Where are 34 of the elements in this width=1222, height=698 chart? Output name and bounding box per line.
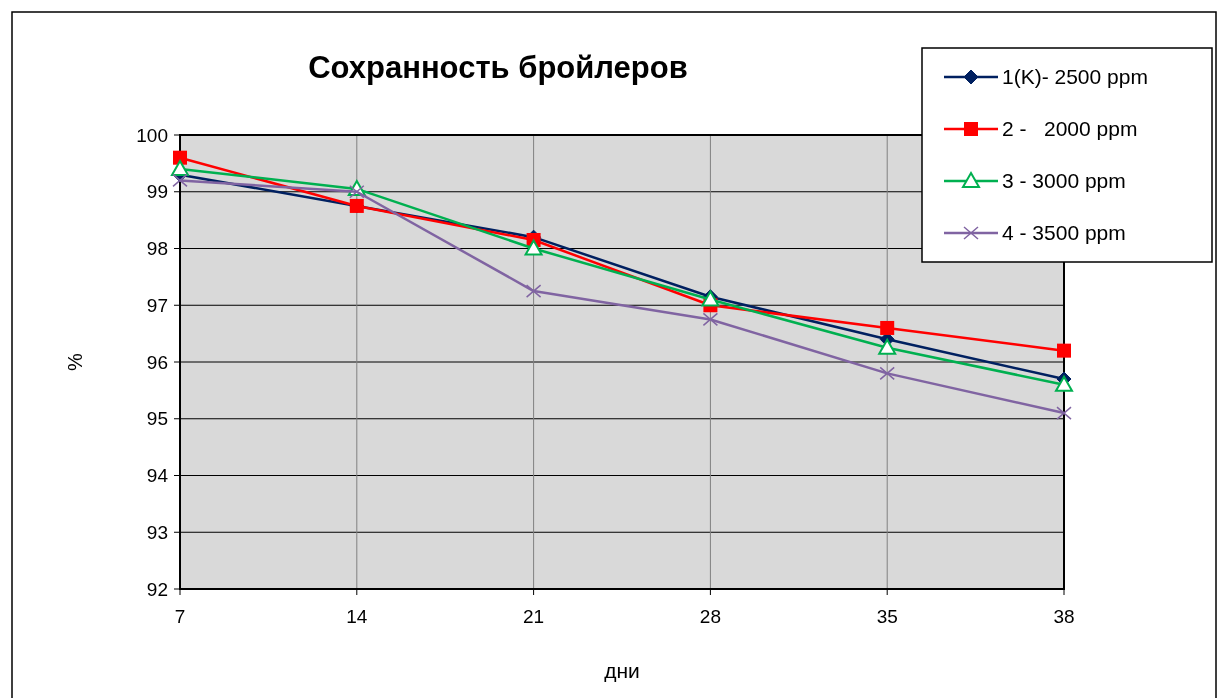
y-tick-label: 100 [136,124,168,146]
y-tick-label: 98 [146,238,168,260]
point [525,284,542,298]
x-axis-title: дни [604,659,640,682]
point [171,160,189,177]
legend-label: 1(K)- 2500 ppm [1002,65,1148,89]
point [880,320,895,335]
x-tick-label: 35 [876,606,898,627]
point [878,338,897,355]
point [1055,375,1073,392]
x-tick-label: 14 [346,606,368,627]
point [524,239,543,256]
point [172,173,188,188]
x-tick-label: 7 [174,606,186,627]
y-tick-label: 96 [146,351,168,373]
y-tick-label: 99 [146,181,168,203]
y-axis-title: % [64,352,86,371]
chart-title: Сохранность бройлеров [308,50,688,85]
point [879,366,895,381]
legend-label: 2 - 2000 ppm [1002,117,1138,141]
point [1057,343,1071,358]
point [349,185,365,199]
legend-label: 3 - 3000 ppm [1002,169,1126,193]
x-tick-label: 38 [1053,606,1075,627]
legend-label: 4 - 3500 ppm [1002,221,1126,245]
y-tick-label: 93 [146,521,168,543]
point [1056,406,1072,420]
point [702,312,719,327]
x-tick-label: 21 [523,606,545,627]
y-tick-label: 94 [146,465,169,487]
y-tick-label: 92 [146,578,168,600]
x-tick-label: 28 [699,606,721,627]
y-tick-label: 97 [146,294,168,316]
y-tick-label: 95 [146,408,168,430]
